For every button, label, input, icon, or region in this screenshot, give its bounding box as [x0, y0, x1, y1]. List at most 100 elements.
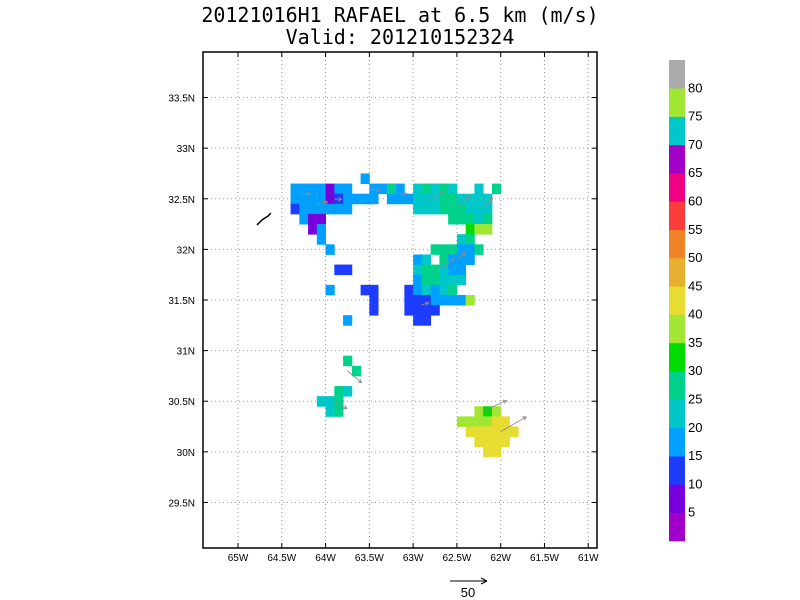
wind-speed-cell: [465, 193, 475, 205]
wind-speed-cell: [351, 193, 361, 205]
wind-speed-cell: [439, 203, 449, 215]
wind-vectors: [299, 187, 527, 432]
wind-speed-cell: [421, 305, 432, 316]
wind-vector: [482, 197, 494, 210]
colorbar-swatch: [669, 144, 685, 174]
wind-speed-cell: [308, 213, 318, 225]
wind-speed-cell: [290, 203, 300, 215]
reference-vector: 50: [450, 577, 488, 600]
wind-speed-cell: [360, 284, 370, 296]
wind-speed-cell: [465, 224, 475, 235]
wind-speed-cell: [483, 416, 493, 427]
y-tick-label: 31N: [177, 347, 195, 358]
colorbar-swatch: [669, 201, 685, 231]
colorbar-label: 70: [688, 137, 702, 152]
wind-vector: [334, 196, 342, 202]
wind-speed-cell: [474, 406, 484, 417]
colorbar-label: 35: [688, 335, 702, 350]
wind-speed-cell: [483, 213, 493, 225]
coastline-fragment: [256, 212, 272, 226]
chart-subtitle: Valid: 201210152324: [286, 25, 515, 49]
wind-speed-cell: [343, 203, 353, 215]
wind-speed-cell: [483, 406, 493, 417]
wind-speed-cell: [290, 193, 300, 205]
colorbar-swatches: [669, 60, 685, 542]
wind-speed-cell: [465, 416, 475, 427]
x-axis-ticks: 65W 64.5W 64W 63.5W 63W 62.5W 62W 61.5W 61W: [228, 52, 599, 564]
wind-speed-cell: [456, 213, 467, 225]
wind-speed-cell: [474, 213, 484, 225]
wind-speed-cell: [325, 193, 335, 205]
wind-speed-cell: [456, 203, 467, 215]
wind-speed-cell: [491, 416, 502, 427]
wind-speed-cell: [325, 203, 335, 215]
wind-vector: [439, 258, 455, 271]
x-tick-label: 64W: [315, 553, 336, 564]
wind-speed-cell: [343, 193, 353, 205]
wind-speed-cell: [325, 396, 335, 407]
colorbar-swatch: [669, 371, 685, 400]
wind-speed-cell: [334, 203, 344, 215]
colorbar-swatch: [669, 173, 685, 202]
wind-speed-cell: [474, 183, 484, 195]
wind-speed-cell: [448, 254, 458, 265]
wind-speed-cell: [483, 446, 493, 458]
wind-speed-cell: [439, 294, 449, 306]
wind-speed-cell: [343, 315, 353, 326]
colorbar-labels: 5 10 15 20 25 30 35 40 45 50 55 60 65 70 75 80: [688, 80, 702, 519]
wind-vector: [334, 400, 348, 410]
wind-speed-cell: [369, 193, 379, 205]
wind-speed-cell: [421, 183, 432, 195]
colorbar-label: 50: [688, 250, 702, 265]
wind-speed-cell: [369, 183, 379, 195]
colorbar-label: 75: [688, 109, 702, 124]
y-tick-label: 33N: [177, 144, 195, 155]
wind-speed-cell: [465, 244, 475, 255]
wind-speed-cell: [456, 254, 467, 265]
wind-speed-cell: [509, 426, 519, 438]
y-tick-label: 33.5N: [168, 94, 195, 105]
wind-speed-cell: [491, 436, 502, 448]
colorbar-swatch: [669, 399, 685, 429]
colorbar-label: 65: [688, 165, 702, 180]
x-tick-label: 62W: [490, 553, 511, 564]
colorbar-label: 10: [688, 476, 702, 491]
wind-speed-cell: [360, 193, 370, 205]
wind-speed-cell: [351, 365, 361, 377]
wind-vector: [421, 301, 430, 306]
wind-speed-cell: [483, 436, 493, 448]
wind-speed-cell: [316, 183, 326, 195]
wind-speed-cell: [439, 264, 449, 276]
wind-speed-cell: [421, 193, 432, 205]
wind-speed-cell: [491, 406, 502, 417]
wind-speed-cell: [448, 193, 458, 205]
wind-speed-cell: [413, 274, 423, 286]
wind-speed-cell: [430, 305, 440, 316]
wind-speed-cell: [299, 203, 309, 215]
colorbar-label: 25: [688, 392, 702, 407]
wind-speed-cell: [343, 264, 353, 276]
colorbar-label: 55: [688, 222, 702, 237]
wind-speed-cell: [430, 294, 440, 306]
x-tick-label: 61.5W: [530, 553, 559, 564]
wind-speed-cell: [334, 396, 344, 407]
wind-speed-cell: [465, 294, 475, 306]
y-tick-label: 32N: [177, 245, 195, 256]
wind-speed-cell: [439, 284, 449, 296]
wind-vector: [369, 187, 381, 193]
colorbar-swatch: [669, 342, 685, 372]
colorbar-label: 40: [688, 307, 702, 322]
wind-speed-cell: [395, 193, 405, 205]
wind-speed-cell: [430, 284, 440, 296]
plot-area: 65W 64.5W 64W 63.5W 63W 62.5W 62W 61.5W 61W 29.5…: [168, 51, 599, 564]
wind-speed-cell: [474, 436, 484, 448]
wind-speed-cell: [474, 203, 484, 215]
wind-speed-cell: [474, 426, 484, 438]
y-tick-label: 31.5N: [168, 296, 195, 307]
colorbar-label: 20: [688, 420, 702, 435]
wind-speed-cell: [299, 193, 309, 205]
wind-speed-cell: [456, 193, 467, 205]
wind-speed-cell: [395, 183, 405, 195]
wind-speed-cell: [369, 294, 379, 306]
wind-speed-cell: [421, 294, 432, 306]
